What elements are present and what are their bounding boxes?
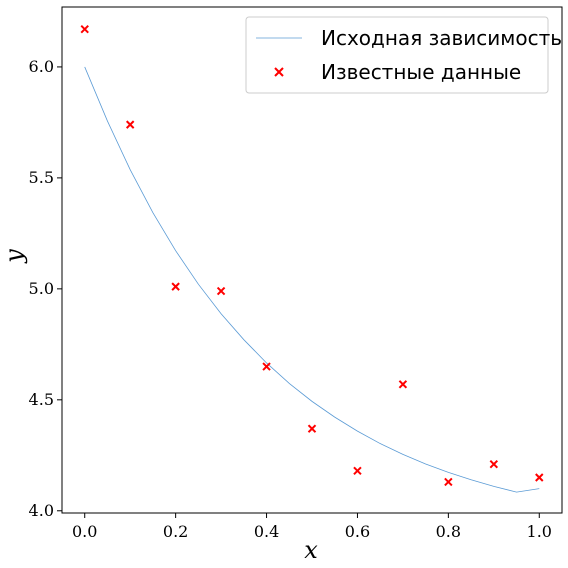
- data-point-marker: [444, 477, 453, 487]
- data-point-marker: [535, 473, 544, 482]
- plot-frame: [61, 6, 563, 514]
- data-point-marker: [398, 380, 408, 389]
- plot-area: [61, 6, 563, 514]
- series-line-original: [84, 66, 540, 493]
- y-tick-label: 4.5: [29, 390, 54, 409]
- x-tick-label: 0.2: [163, 522, 188, 541]
- data-point-marker: [262, 362, 271, 371]
- legend: Исходная зависимость Известные данные: [245, 16, 562, 94]
- y-axis-label: y: [0, 249, 28, 264]
- y-tick-label: 5.0: [29, 279, 54, 298]
- x-axis: 0.0 0.2 0.4 0.6 0.8 1.0: [72, 513, 552, 541]
- data-point-marker: [125, 120, 135, 129]
- y-tick-label: 6.0: [29, 57, 54, 76]
- legend-marker-swatch: [274, 67, 284, 77]
- x-tick-label: 0.4: [254, 522, 279, 541]
- x-tick-label: 0.6: [345, 522, 370, 541]
- y-tick-label: 5.5: [29, 168, 54, 187]
- x-tick-label: 1.0: [527, 522, 552, 541]
- x-axis-label: x: [304, 536, 318, 564]
- data-point-marker: [80, 24, 89, 34]
- x-tick-label: 0.0: [72, 522, 97, 541]
- data-point-marker: [171, 282, 180, 291]
- data-point-marker: [353, 466, 362, 476]
- legend-box: [245, 16, 549, 94]
- y-tick-label: 4.0: [29, 501, 54, 520]
- legend-label-scatter: Известные данные: [321, 60, 521, 84]
- data-point-marker: [216, 286, 226, 296]
- legend-label-line: Исходная зависимость: [321, 26, 562, 50]
- y-axis: 4.0 4.5 5.0 5.5 6.0: [29, 57, 62, 520]
- data-point-marker: [307, 424, 317, 433]
- data-point-marker: [489, 459, 499, 469]
- x-tick-label: 0.8: [436, 522, 461, 541]
